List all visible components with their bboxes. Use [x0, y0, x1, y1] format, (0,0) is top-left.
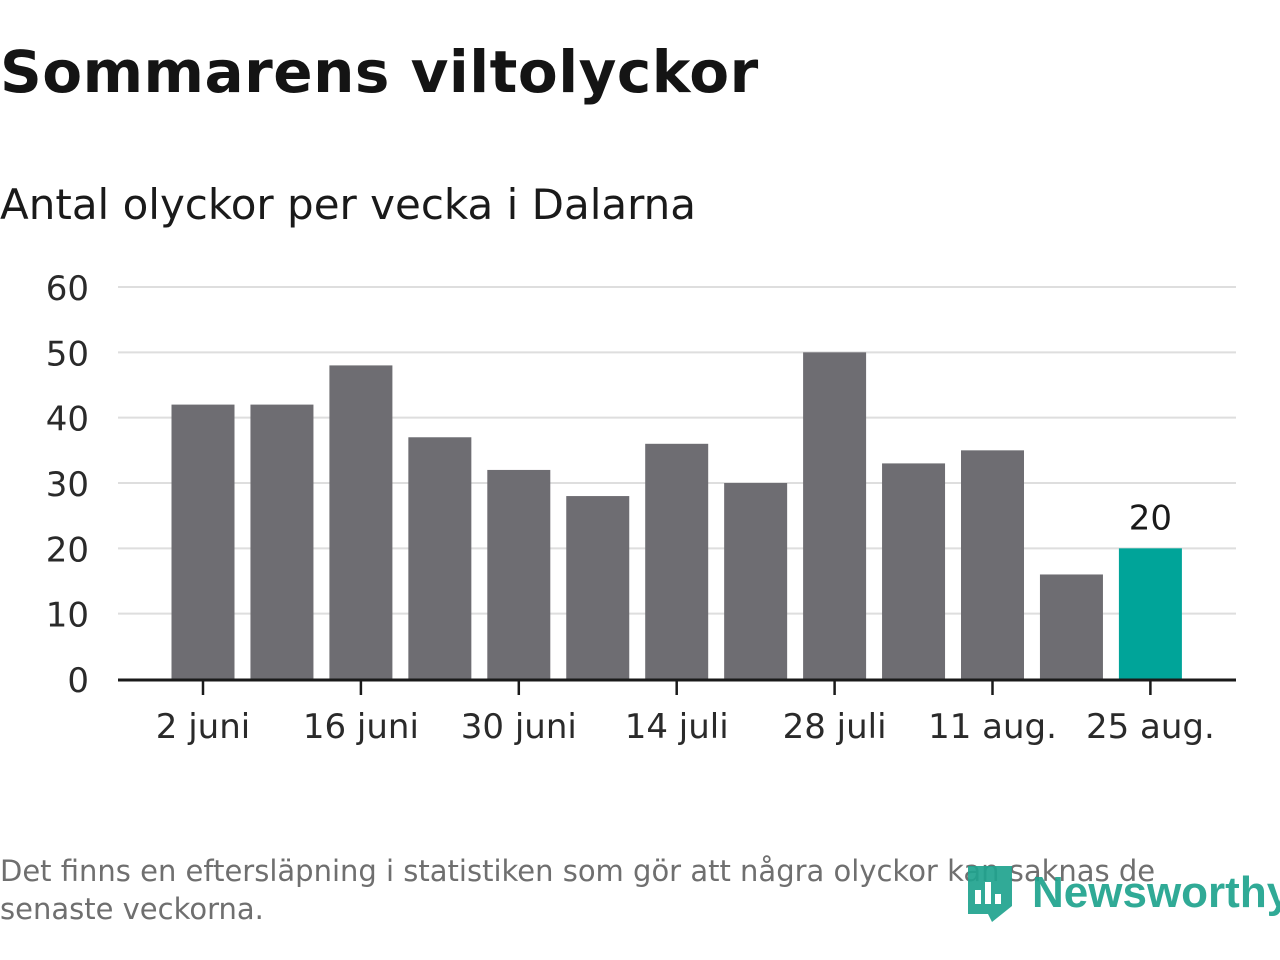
- y-tick-label: 50: [46, 334, 89, 374]
- bar: [803, 352, 867, 679]
- bar-chart: 0 10 20 30 40 50 60 2 juni 16 juni 30 juni 14 jul…: [46, 269, 1236, 747]
- bar: [724, 483, 788, 679]
- bars: [171, 352, 1182, 679]
- bar: [171, 404, 235, 679]
- x-tick-label: 25 aug.: [1086, 707, 1215, 747]
- y-tick-label: 0: [67, 661, 89, 701]
- bar: [250, 404, 314, 679]
- bar: [408, 437, 472, 679]
- x-tick-label: 14 juli: [625, 707, 729, 747]
- x-axis-ticks: 2 juni 16 juni 30 juni 14 juli 28 juli 11 aug…: [156, 680, 1215, 747]
- x-tick-label: 2 juni: [156, 707, 250, 747]
- bar-highlight: [1118, 548, 1182, 679]
- y-tick-label: 20: [46, 530, 89, 570]
- data-label: 20: [1129, 498, 1172, 538]
- chart-subtitle: Antal olyckor per vecka i Dalarna: [0, 180, 696, 229]
- footnote: Det finns en eftersläpning i statistiken…: [0, 854, 1156, 926]
- newsworthy-logo-icon: [968, 866, 1012, 922]
- chart-title: Sommarens viltolyckor: [0, 38, 759, 106]
- data-labels: 20: [1129, 498, 1172, 538]
- brand-name: Newsworthy: [1032, 868, 1280, 917]
- x-tick-label: 11 aug.: [928, 707, 1057, 747]
- y-tick-label: 60: [46, 269, 89, 309]
- bar: [1039, 574, 1103, 679]
- x-tick-label: 28 juli: [783, 707, 887, 747]
- x-tick-label: 30 juni: [461, 707, 577, 747]
- bar: [645, 443, 709, 679]
- y-tick-label: 30: [46, 465, 89, 505]
- brand-logo: Newsworthy: [964, 862, 1280, 924]
- y-axis-ticks: 0 10 20 30 40 50 60: [46, 269, 89, 701]
- y-tick-label: 40: [46, 400, 89, 440]
- bar: [882, 463, 946, 679]
- bar: [329, 365, 393, 679]
- x-tick-label: 16 juni: [303, 707, 419, 747]
- bar: [487, 469, 551, 679]
- y-tick-label: 10: [46, 596, 89, 636]
- bar: [566, 496, 630, 679]
- bar: [961, 450, 1024, 679]
